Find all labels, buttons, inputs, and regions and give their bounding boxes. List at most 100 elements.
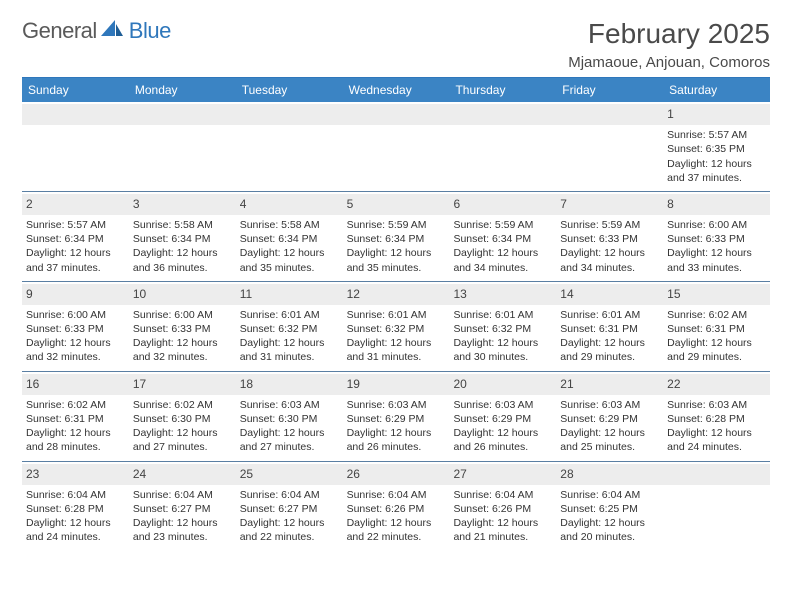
sunrise-text: Sunrise: 6:04 AM: [347, 488, 446, 502]
daylight-text: Daylight: 12 hours and 33 minutes.: [667, 246, 766, 274]
day-cell: 8Sunrise: 6:00 AMSunset: 6:33 PMDaylight…: [663, 192, 770, 281]
day-number-empty: [236, 104, 343, 125]
sunset-text: Sunset: 6:35 PM: [667, 142, 766, 156]
sunrise-text: Sunrise: 6:02 AM: [133, 398, 232, 412]
day-cell: 4Sunrise: 5:58 AMSunset: 6:34 PMDaylight…: [236, 192, 343, 281]
sunset-text: Sunset: 6:32 PM: [453, 322, 552, 336]
daylight-text: Daylight: 12 hours and 24 minutes.: [26, 516, 125, 544]
sunset-text: Sunset: 6:27 PM: [240, 502, 339, 516]
sunset-text: Sunset: 6:33 PM: [133, 322, 232, 336]
day-number: 25: [236, 464, 343, 485]
day-cell: 13Sunrise: 6:01 AMSunset: 6:32 PMDayligh…: [449, 282, 556, 371]
day-cell: 21Sunrise: 6:03 AMSunset: 6:29 PMDayligh…: [556, 372, 663, 461]
day-number: 27: [449, 464, 556, 485]
week-row: 16Sunrise: 6:02 AMSunset: 6:31 PMDayligh…: [22, 371, 770, 461]
title-block: February 2025 Mjamaoue, Anjouan, Comoros: [568, 18, 770, 71]
sunrise-text: Sunrise: 6:00 AM: [133, 308, 232, 322]
daylight-text: Daylight: 12 hours and 31 minutes.: [240, 336, 339, 364]
daylight-text: Daylight: 12 hours and 35 minutes.: [347, 246, 446, 274]
sunrise-text: Sunrise: 6:03 AM: [453, 398, 552, 412]
sunset-text: Sunset: 6:26 PM: [453, 502, 552, 516]
week-row: 2Sunrise: 5:57 AMSunset: 6:34 PMDaylight…: [22, 191, 770, 281]
sunset-text: Sunset: 6:33 PM: [560, 232, 659, 246]
day-number: 2: [22, 194, 129, 215]
calendar-page: General Blue February 2025 Mjamaoue, Anj…: [0, 0, 792, 560]
day-cell: 3Sunrise: 5:58 AMSunset: 6:34 PMDaylight…: [129, 192, 236, 281]
sunset-text: Sunset: 6:29 PM: [453, 412, 552, 426]
sunrise-text: Sunrise: 6:04 AM: [133, 488, 232, 502]
weekday-header: Tuesday: [236, 78, 343, 102]
sunrise-text: Sunrise: 6:02 AM: [26, 398, 125, 412]
sunset-text: Sunset: 6:32 PM: [240, 322, 339, 336]
daylight-text: Daylight: 12 hours and 26 minutes.: [453, 426, 552, 454]
day-cell: [22, 102, 129, 191]
daylight-text: Daylight: 12 hours and 36 minutes.: [133, 246, 232, 274]
sunset-text: Sunset: 6:34 PM: [240, 232, 339, 246]
brand-logo: General Blue: [22, 18, 171, 44]
day-cell: 25 Sunrise: 6:04 AMSunset: 6:27 PMDayligh…: [236, 462, 343, 551]
sunset-text: Sunset: 6:28 PM: [667, 412, 766, 426]
sunrise-text: Sunrise: 6:01 AM: [347, 308, 446, 322]
page-header: General Blue February 2025 Mjamaoue, Anj…: [22, 18, 770, 71]
daylight-text: Daylight: 12 hours and 37 minutes.: [667, 157, 766, 185]
daylight-text: Daylight: 12 hours and 27 minutes.: [133, 426, 232, 454]
sunrise-text: Sunrise: 6:00 AM: [26, 308, 125, 322]
sunset-text: Sunset: 6:32 PM: [347, 322, 446, 336]
day-number-empty: [556, 104, 663, 125]
day-cell: 6Sunrise: 5:59 AMSunset: 6:34 PMDaylight…: [449, 192, 556, 281]
location-subtitle: Mjamaoue, Anjouan, Comoros: [568, 54, 770, 71]
sunset-text: Sunset: 6:25 PM: [560, 502, 659, 516]
weekday-header: Friday: [556, 78, 663, 102]
daylight-text: Daylight: 12 hours and 25 minutes.: [560, 426, 659, 454]
daylight-text: Daylight: 12 hours and 29 minutes.: [667, 336, 766, 364]
sunset-text: Sunset: 6:31 PM: [560, 322, 659, 336]
day-cell: 20 Sunrise: 6:03 AMSunset: 6:29 PMDayligh…: [449, 372, 556, 461]
day-cell: 24Sunrise: 6:04 AMSunset: 6:27 PMDayligh…: [129, 462, 236, 551]
day-number: 6: [449, 194, 556, 215]
sunrise-text: Sunrise: 6:04 AM: [26, 488, 125, 502]
day-cell: 7Sunrise: 5:59 AMSunset: 6:33 PMDaylight…: [556, 192, 663, 281]
day-number: 14: [556, 284, 663, 305]
sunset-text: Sunset: 6:31 PM: [667, 322, 766, 336]
sunrise-text: Sunrise: 5:59 AM: [347, 218, 446, 232]
weekday-header: Wednesday: [343, 78, 450, 102]
weeks-container: 1Sunrise: 5:57 AMSunset: 6:35 PMDaylight…: [22, 102, 770, 550]
day-cell: 11Sunrise: 6:01 AMSunset: 6:32 PMDayligh…: [236, 282, 343, 371]
day-cell: [449, 102, 556, 191]
day-cell: [236, 102, 343, 191]
sail-icon: [101, 18, 123, 44]
daylight-text: Daylight: 12 hours and 37 minutes.: [26, 246, 125, 274]
day-number-empty: [663, 464, 770, 485]
sunset-text: Sunset: 6:30 PM: [133, 412, 232, 426]
day-number: 1: [663, 104, 770, 125]
sunrise-text: Sunrise: 6:04 AM: [240, 488, 339, 502]
day-number: 20: [449, 374, 556, 395]
logo-word-blue: Blue: [129, 18, 171, 44]
daylight-text: Daylight: 12 hours and 34 minutes.: [453, 246, 552, 274]
sunset-text: Sunset: 6:34 PM: [347, 232, 446, 246]
daylight-text: Daylight: 12 hours and 30 minutes.: [453, 336, 552, 364]
sunset-text: Sunset: 6:29 PM: [347, 412, 446, 426]
daylight-text: Daylight: 12 hours and 23 minutes.: [133, 516, 232, 544]
day-number: 10: [129, 284, 236, 305]
day-number: 23: [22, 464, 129, 485]
day-cell: 19Sunrise: 6:03 AMSunset: 6:29 PMDayligh…: [343, 372, 450, 461]
day-cell: 9Sunrise: 6:00 AMSunset: 6:33 PMDaylight…: [22, 282, 129, 371]
sunrise-text: Sunrise: 5:58 AM: [240, 218, 339, 232]
day-cell: 17Sunrise: 6:02 AMSunset: 6:30 PMDayligh…: [129, 372, 236, 461]
day-number-empty: [129, 104, 236, 125]
weekday-header: Sunday: [22, 78, 129, 102]
daylight-text: Daylight: 12 hours and 35 minutes.: [240, 246, 339, 274]
sunset-text: Sunset: 6:26 PM: [347, 502, 446, 516]
day-cell: 1Sunrise: 5:57 AMSunset: 6:35 PMDaylight…: [663, 102, 770, 191]
day-number: 18: [236, 374, 343, 395]
week-row: 23Sunrise: 6:04 AMSunset: 6:28 PMDayligh…: [22, 461, 770, 551]
day-number: 22: [663, 374, 770, 395]
weekday-header: Saturday: [663, 78, 770, 102]
daylight-text: Daylight: 12 hours and 22 minutes.: [240, 516, 339, 544]
sunrise-text: Sunrise: 6:03 AM: [347, 398, 446, 412]
sunrise-text: Sunrise: 5:57 AM: [26, 218, 125, 232]
day-number-empty: [22, 104, 129, 125]
calendar-grid: Sunday Monday Tuesday Wednesday Thursday…: [22, 78, 770, 550]
day-cell: [343, 102, 450, 191]
